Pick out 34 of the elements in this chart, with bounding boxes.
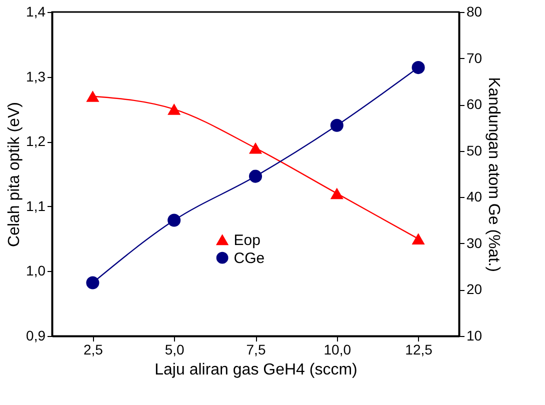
point xyxy=(168,104,181,115)
y2-tick-label: 20 xyxy=(466,281,482,298)
y-tick-label: 0,9 xyxy=(26,328,46,344)
y-tick-label: 1,4 xyxy=(26,4,46,20)
x-tick-label: 2,5 xyxy=(83,342,104,358)
x-tick-label: 5,0 xyxy=(164,342,185,358)
y2-tick-label: 80 xyxy=(466,4,482,20)
legend-label: Eop xyxy=(234,232,261,249)
y-tick-label: 1,3 xyxy=(26,68,46,84)
y2-tick-label: 40 xyxy=(466,188,482,205)
x-tick-label: 12,5 xyxy=(405,342,433,358)
point xyxy=(330,188,344,200)
point xyxy=(330,118,344,132)
y2-tick-label: 70 xyxy=(466,50,482,66)
y2-tick-label: 10 xyxy=(466,328,482,344)
point xyxy=(248,170,262,183)
point xyxy=(86,90,100,102)
y-tick-label: 1,1 xyxy=(26,198,46,214)
y2-axis-title: Kandungan atom Ge (%at.) xyxy=(485,77,502,272)
legend-label: CGe xyxy=(234,250,265,267)
y-axis-title: Celah pita optik (eV) xyxy=(6,102,24,247)
x-tick-label: 10,0 xyxy=(324,342,352,358)
point xyxy=(168,214,181,227)
point xyxy=(248,142,262,154)
point xyxy=(412,233,425,244)
y2-tick-label: 30 xyxy=(466,234,482,251)
y2-tick-label: 50 xyxy=(466,142,482,158)
point xyxy=(86,276,100,290)
x-axis-title: Laju aliran gas GeH4 (sccm) xyxy=(154,362,358,378)
y-tick-label: 1,2 xyxy=(26,133,46,150)
y2-tick-label: 60 xyxy=(466,96,482,112)
y-tick-label: 1,0 xyxy=(26,262,46,279)
point xyxy=(412,61,425,74)
x-tick-label: 7,5 xyxy=(246,342,266,358)
